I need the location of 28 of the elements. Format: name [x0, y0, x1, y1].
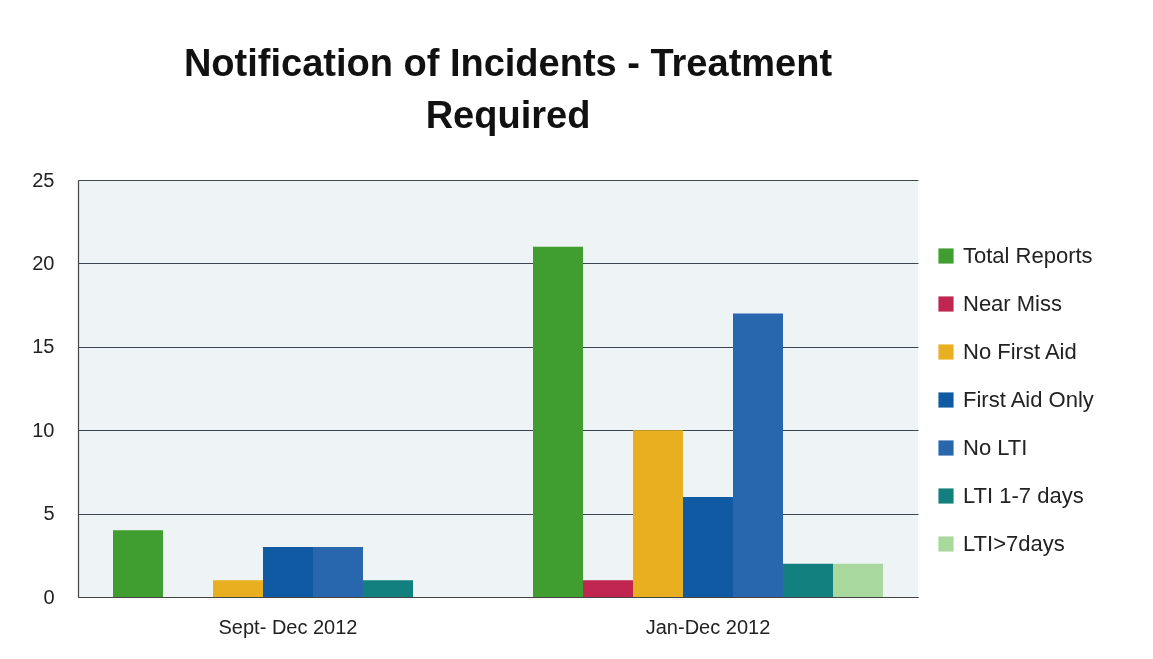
- legend-label: No First Aid: [963, 339, 1077, 364]
- legend-label: Near Miss: [963, 291, 1063, 316]
- legend-label: LTI>7days: [963, 531, 1065, 556]
- bar: [263, 546, 313, 597]
- bar: [683, 496, 733, 597]
- bar: [783, 563, 833, 597]
- bar: [633, 430, 683, 597]
- y-tick-label: 0: [43, 585, 55, 608]
- bar: [113, 530, 163, 597]
- x-tick-label: Jan-Dec 2012: [645, 615, 771, 638]
- bar: [313, 546, 363, 597]
- y-tick-label: 25: [32, 168, 55, 191]
- chart-title: Notification of Incidents - Treatment Required: [183, 42, 833, 136]
- x-tick-label: Sept- Dec 2012: [218, 615, 358, 638]
- legend-label: Total Reports: [963, 243, 1093, 268]
- y-tick-label: 15: [32, 335, 55, 358]
- bar: [533, 246, 583, 597]
- legend-label: LTI 1-7 days: [963, 483, 1084, 508]
- y-tick-label: 10: [32, 418, 55, 441]
- bar: [833, 563, 883, 597]
- legend-label: First Aid Only: [963, 387, 1094, 412]
- bar: [583, 580, 633, 597]
- bar: [733, 313, 783, 597]
- legend-label: No LTI: [963, 435, 1028, 460]
- bar: [213, 580, 263, 597]
- y-tick-label: 5: [43, 502, 55, 525]
- bar: [363, 580, 413, 597]
- y-tick-label: 20: [32, 251, 55, 274]
